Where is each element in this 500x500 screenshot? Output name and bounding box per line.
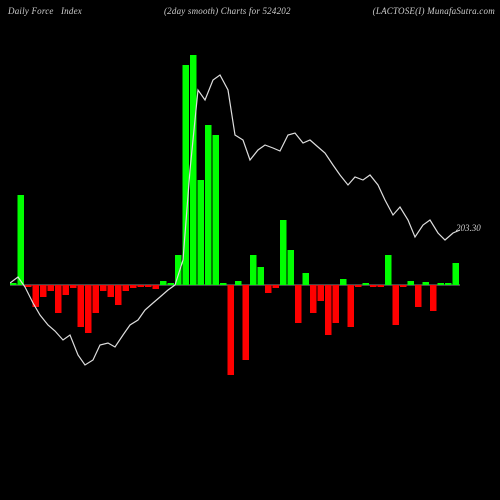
- chart-svg: [10, 25, 460, 475]
- chart-plot-area: [10, 25, 460, 475]
- header-part1: Daily Force: [8, 6, 54, 16]
- header-part2: Index: [61, 6, 82, 16]
- chart-header: Daily Force Index (2day smooth) Charts f…: [0, 6, 500, 16]
- force-index-chart: Daily Force Index (2day smooth) Charts f…: [0, 0, 500, 500]
- header-part3: (2day smooth) Charts for 524202: [164, 6, 291, 16]
- header-part4: (LACTOSE(I) MunafaSutra.com: [373, 6, 495, 16]
- last-price-label: 203.30: [456, 223, 481, 233]
